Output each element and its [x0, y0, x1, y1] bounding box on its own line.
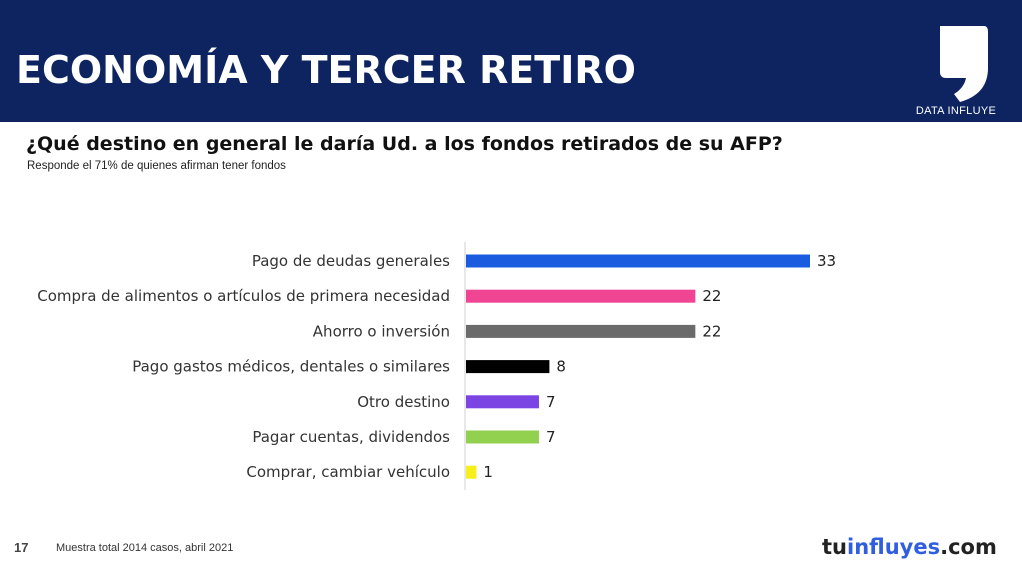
category-label: Pago gastos médicos, dentales o similare…	[132, 358, 450, 376]
value-label: 22	[702, 287, 721, 305]
category-label: Ahorro o inversión	[313, 322, 450, 340]
bar	[466, 324, 696, 338]
bar	[466, 360, 550, 374]
page-number: 17	[14, 540, 29, 555]
bar	[466, 395, 539, 409]
value-label: 1	[483, 463, 493, 481]
header-banner: ECONOMÍA Y TERCER RETIRO	[0, 0, 1022, 122]
category-label: Compra de alimentos o artículos de prime…	[37, 287, 450, 305]
value-label: 7	[546, 428, 556, 446]
bar	[466, 430, 539, 444]
footer-brand-logo: tuinfluyes.com	[822, 535, 997, 559]
value-label: 22	[702, 322, 721, 340]
bar	[466, 254, 810, 268]
survey-subtitle: Responde el 71% de quienes afirman tener…	[27, 160, 286, 172]
survey-question: ¿Qué destino en general le daría Ud. a l…	[26, 133, 783, 155]
category-label: Pagar cuentas, dividendos	[252, 428, 450, 446]
brand-prefix: tu	[822, 535, 847, 559]
sample-note: Muestra total 2014 casos, abril 2021	[56, 542, 234, 554]
comma-logo-icon	[940, 26, 988, 102]
brand-main: influyes	[847, 535, 941, 559]
page-title: ECONOMÍA Y TERCER RETIRO	[16, 48, 636, 92]
brand-label: DATA INFLUYE	[915, 105, 997, 117]
category-label: Otro destino	[357, 393, 450, 411]
category-label: Comprar, cambiar vehículo	[246, 463, 450, 481]
value-label: 33	[817, 252, 836, 270]
bar	[466, 465, 477, 479]
category-label: Pago de deudas generales	[252, 252, 450, 270]
value-label: 7	[546, 393, 556, 411]
bar	[466, 289, 696, 303]
value-label: 8	[556, 358, 566, 376]
brand-suffix: .com	[940, 535, 997, 559]
